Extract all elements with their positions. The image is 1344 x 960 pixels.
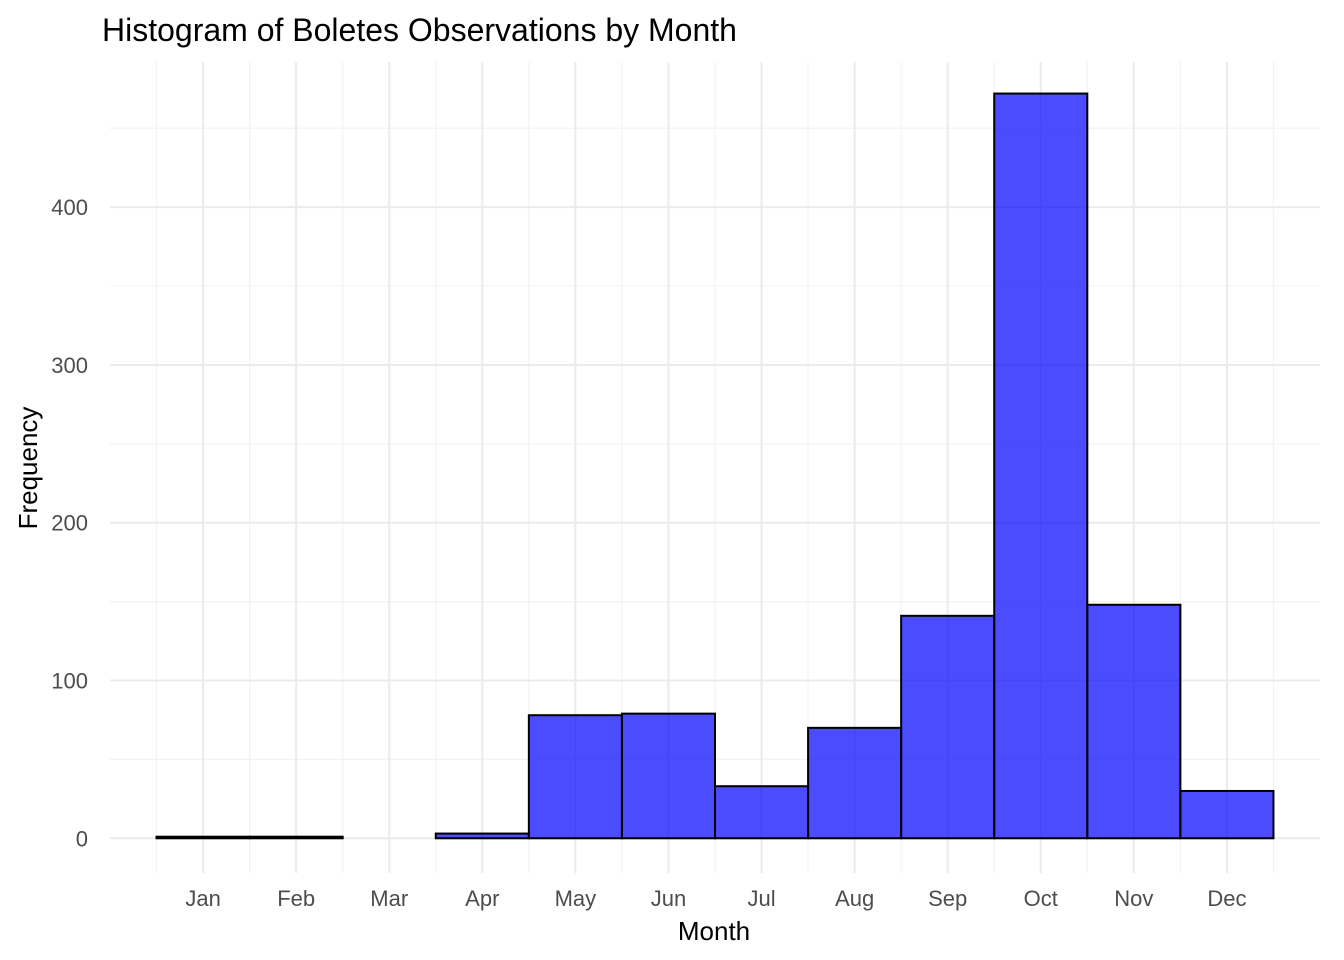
- bar-may: [527, 714, 623, 840]
- bar-dec: [1179, 789, 1275, 840]
- bar-feb: [248, 835, 344, 840]
- x-tick-label: Nov: [1114, 886, 1153, 911]
- chart-title: Histogram of Boletes Observations by Mon…: [102, 12, 737, 48]
- x-tick-label: Mar: [370, 886, 408, 911]
- y-axis-title: Frequency: [13, 407, 43, 530]
- bar-aug: [807, 726, 903, 840]
- bar-jan: [155, 835, 251, 840]
- x-tick-label: Feb: [277, 886, 315, 911]
- y-tick-label: 0: [76, 826, 88, 851]
- y-tick-label: 200: [51, 511, 88, 536]
- bar-jul: [714, 785, 810, 840]
- bars: [155, 92, 1275, 840]
- y-tick-label: 300: [51, 353, 88, 378]
- x-tick-label: Sep: [928, 886, 967, 911]
- x-tick-label: Aug: [835, 886, 874, 911]
- bar-oct: [993, 92, 1089, 840]
- x-tick-label: Jul: [747, 886, 775, 911]
- x-tick-label: Dec: [1207, 886, 1246, 911]
- x-tick-label: May: [555, 886, 597, 911]
- x-tick-label: Jun: [651, 886, 686, 911]
- x-axis-title: Month: [678, 916, 750, 946]
- x-tick-label: Oct: [1024, 886, 1058, 911]
- x-axis-tick-labels: Jan Feb Mar Apr May Jun Jul Aug Sep Oct Nov Dec: [185, 886, 1246, 911]
- y-tick-label: 400: [51, 195, 88, 220]
- x-tick-label: Jan: [185, 886, 220, 911]
- y-axis-tick-labels: 0 100 200 300 400: [51, 195, 88, 851]
- y-tick-label: 100: [51, 669, 88, 694]
- x-tick-label: Apr: [465, 886, 499, 911]
- bar-nov: [1086, 603, 1182, 840]
- bar-apr: [434, 832, 530, 840]
- bar-sep: [900, 614, 996, 840]
- bar-jun: [620, 712, 717, 840]
